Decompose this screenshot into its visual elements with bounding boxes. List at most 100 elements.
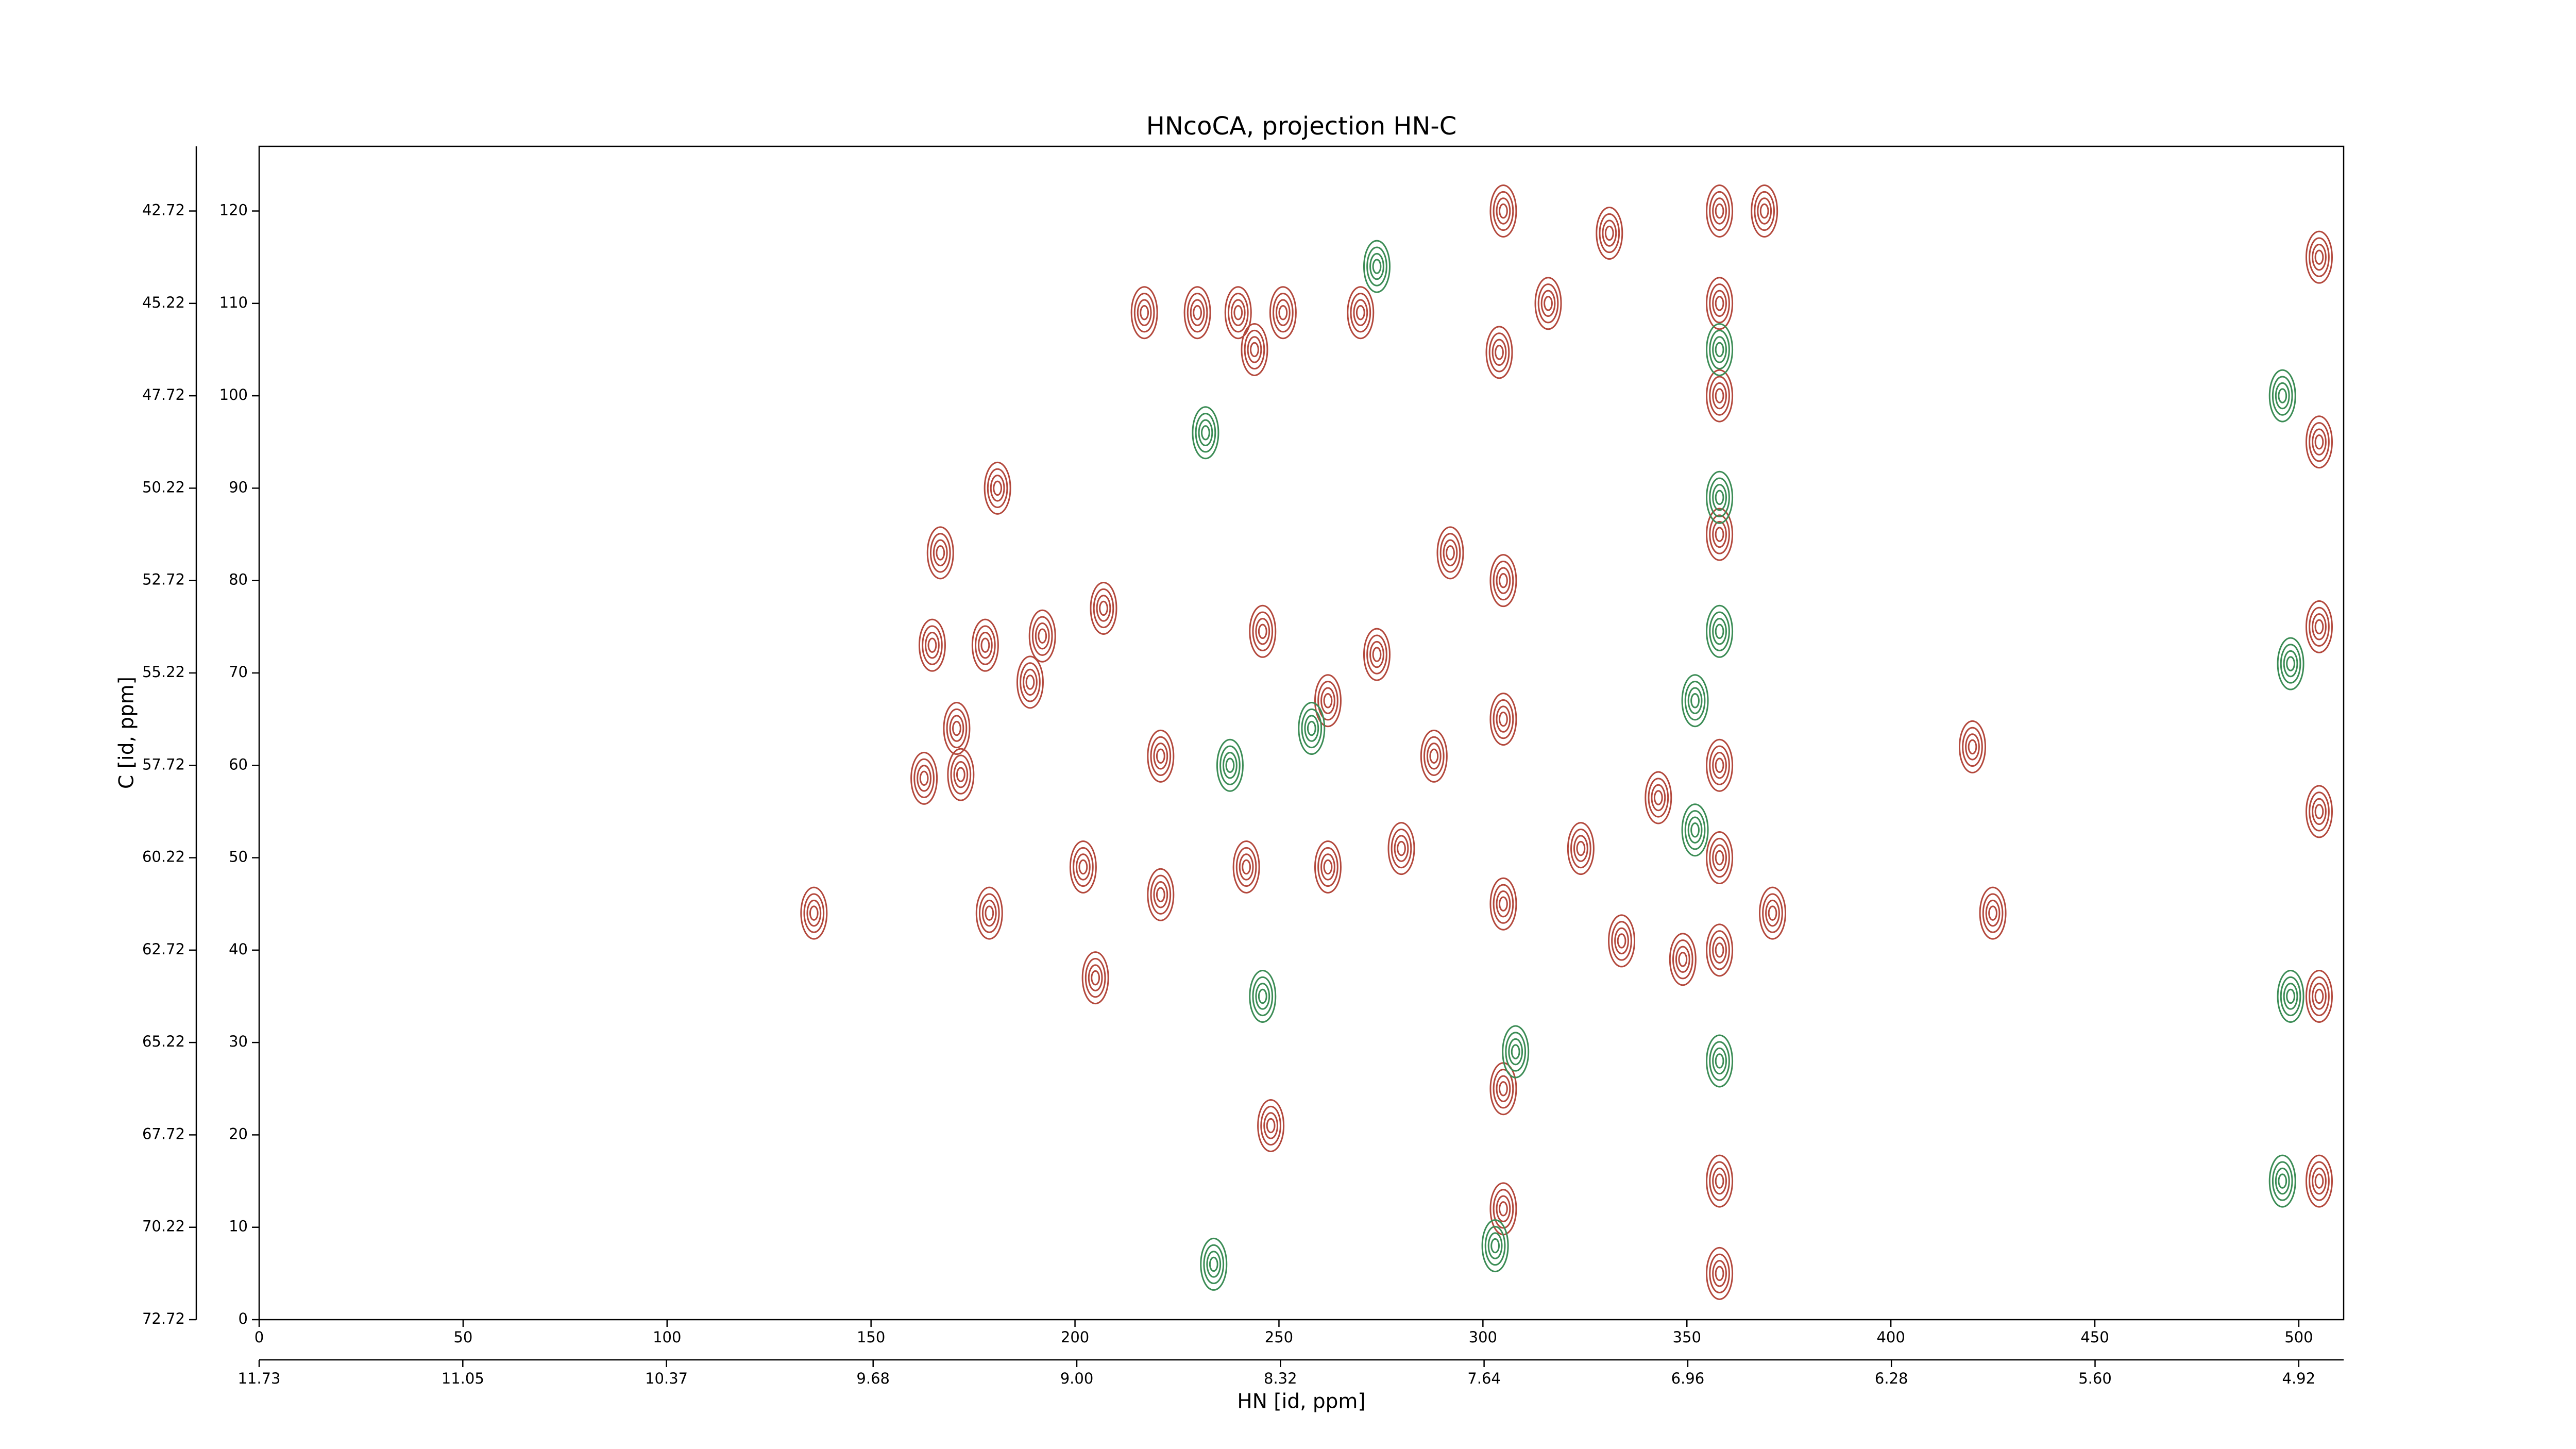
contour-ring (1278, 305, 1288, 321)
contour-ring (2309, 422, 2330, 462)
contour-ring (956, 767, 965, 782)
contour-ring (1023, 668, 1038, 696)
contour-ring (1369, 641, 1384, 668)
contour-ring (1712, 382, 1727, 410)
contour-ring (1081, 951, 1109, 1005)
x2-tick-label: 6.96 (1671, 1370, 1705, 1387)
contour-ring (1230, 299, 1246, 326)
contour-ring (1088, 964, 1103, 991)
contour-ring (1429, 748, 1439, 764)
contour-ring (1982, 893, 2004, 933)
y-tick-label: 120 (219, 201, 248, 219)
x-tick-label: 450 (2080, 1328, 2109, 1346)
contour-ring (925, 631, 940, 659)
contour-ring (990, 475, 1005, 502)
contour-ring (987, 468, 1008, 508)
contour-ring (1573, 835, 1588, 862)
contour-ring (926, 526, 954, 580)
peak (1090, 581, 1117, 635)
contour-ring (1320, 687, 1335, 714)
y2-tick-label: 62.72 (142, 940, 185, 958)
contour-ring (1499, 711, 1508, 727)
contour-ring (1715, 1173, 1724, 1189)
contour-ring (1426, 743, 1442, 770)
contour-ring (2314, 1173, 2324, 1189)
contour-ring (1712, 197, 1727, 225)
contour-ring (1350, 293, 1371, 333)
contour-ring (1347, 286, 1375, 340)
peak (1420, 729, 1448, 783)
x-tick-label: 100 (653, 1328, 681, 1346)
peak (1489, 554, 1517, 608)
contour-ring (1511, 1044, 1520, 1059)
y2-tick-label: 67.72 (142, 1125, 185, 1142)
contour-ring (1678, 952, 1688, 967)
contour-ring (1147, 729, 1175, 783)
contour-ring (1715, 1053, 1724, 1069)
contour-ring (806, 899, 822, 927)
contour-ring (2278, 388, 2287, 403)
x-tick-label: 250 (1265, 1328, 1293, 1346)
peak (1567, 822, 1595, 875)
contour-ring (1201, 425, 1210, 441)
contour-ring (947, 748, 975, 801)
contour-ring (1078, 859, 1088, 875)
contour-ring (2280, 644, 2301, 684)
contour-ring (1183, 286, 1211, 340)
contour-ring (1567, 822, 1595, 875)
contour-ring (1481, 1219, 1509, 1273)
x-tick-label: 300 (1469, 1328, 1497, 1346)
contour-ring (1069, 840, 1097, 894)
contour-ring (1768, 905, 1777, 921)
contour-ring (2268, 369, 2296, 423)
contour-ring (1258, 624, 1267, 639)
y-tick-label: 40 (229, 940, 248, 958)
peak (1016, 655, 1044, 709)
contour-ring (1715, 203, 1724, 219)
contour-ring (1712, 844, 1727, 871)
x-tick-label: 350 (1673, 1328, 1701, 1346)
contour-ring (2305, 230, 2333, 284)
contour-ring (1645, 771, 1672, 824)
contour-ring (1534, 277, 1562, 330)
contour-ring (1712, 290, 1727, 317)
peak (1706, 323, 1734, 376)
peak (1706, 184, 1734, 238)
contour-ring (1247, 336, 1262, 363)
contour-ring (1260, 1105, 1281, 1146)
contour-ring (1690, 693, 1700, 709)
contour-ring (1423, 736, 1445, 776)
contour-ring (1307, 720, 1316, 736)
contour-ring (1485, 326, 1513, 379)
contour-ring (1706, 1246, 1734, 1300)
contour-ring (2312, 613, 2327, 641)
contour-ring (1712, 1167, 1727, 1195)
x2-tick-label: 5.60 (2078, 1370, 2112, 1387)
contour-ring (1496, 890, 1511, 918)
contour-ring (1709, 611, 1730, 651)
peak (1681, 803, 1709, 857)
y2-tick-label: 72.72 (142, 1310, 185, 1327)
y2-tick-label: 70.22 (142, 1218, 185, 1235)
contour-ring (1206, 1251, 1222, 1278)
contour-ring (1020, 662, 1041, 702)
y-axis-label: C [id, ppm] (115, 677, 139, 789)
peak (1706, 470, 1734, 524)
contour-ring (1502, 1025, 1530, 1079)
contour-ring (1209, 1256, 1218, 1272)
contour-ring (1314, 674, 1342, 728)
contour-ring (953, 761, 969, 788)
peak (1489, 693, 1517, 746)
contour-ring (1304, 715, 1319, 742)
contour-ring (1681, 674, 1709, 728)
contour-ring (1715, 296, 1724, 311)
contour-ring (1153, 881, 1168, 908)
contour-ring (1195, 413, 1216, 453)
contour-ring (1611, 921, 1632, 961)
contour-ring (1187, 293, 1208, 333)
x-tick-label: 500 (2284, 1328, 2313, 1346)
contour-ring (1258, 988, 1267, 1004)
y-tick-label: 0 (239, 1310, 248, 1327)
contour-ring (1757, 197, 1772, 225)
peak (1596, 207, 1623, 260)
